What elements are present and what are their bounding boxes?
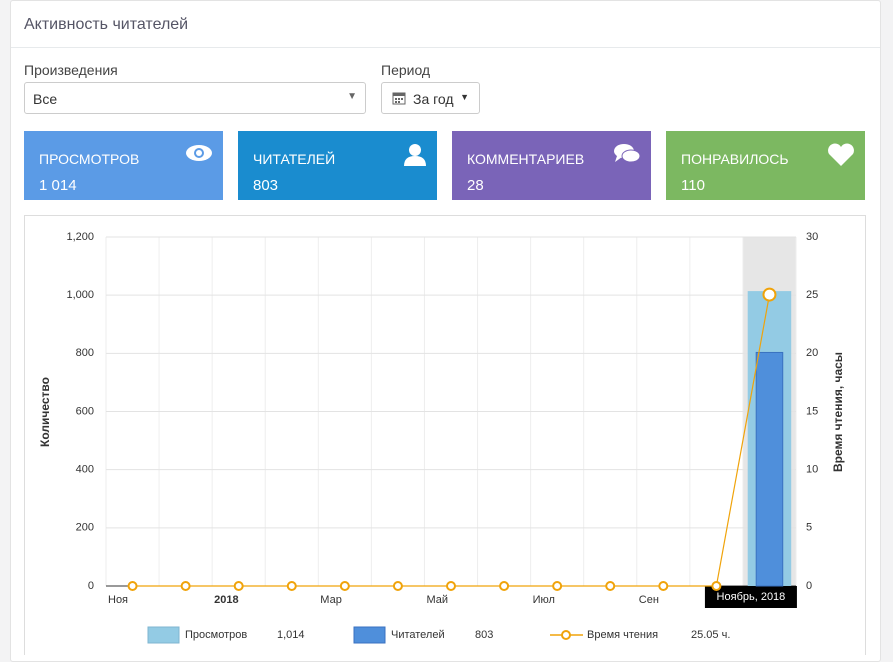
legend-swatch <box>147 626 180 644</box>
y-axis-label: Количество <box>38 377 52 447</box>
stat-card: ЧИТАТЕЛЕЙ 803 <box>238 131 437 200</box>
legend-label: Просмотров <box>185 629 247 641</box>
y2-tick-label: 20 <box>806 347 818 359</box>
chart-frame <box>24 215 866 655</box>
legend-value: 25.05 ч. <box>691 629 730 641</box>
stat-value: 803 <box>253 177 279 194</box>
panel-title: Активность читателей <box>24 16 189 33</box>
stat-value: 1 014 <box>39 177 77 194</box>
eye-icon <box>186 145 212 161</box>
y-tick-label: 600 <box>76 405 94 417</box>
legend-value: 1,014 <box>277 629 305 641</box>
legend-swatch <box>353 626 386 644</box>
y-tick-label: 1,200 <box>66 231 94 243</box>
stat-value: 28 <box>467 177 484 194</box>
line-point <box>711 581 722 591</box>
stat-value: 110 <box>681 177 705 194</box>
tooltip: Ноябрь, 2018 <box>704 586 797 608</box>
line-point <box>392 581 403 591</box>
x-tick-label: Сен <box>639 594 659 606</box>
user-icon <box>404 144 426 166</box>
legend-value: 803 <box>475 629 493 641</box>
legend-marker <box>561 630 571 640</box>
y2-tick-label: 15 <box>806 405 818 417</box>
stat-card: ПРОСМОТРОВ 1 014 <box>24 131 223 200</box>
line-point <box>446 581 456 591</box>
bar <box>755 351 784 587</box>
y2-axis-label: Время чтения, часы <box>831 352 845 472</box>
y2-tick-label: 10 <box>806 464 818 476</box>
y2-tick-label: 5 <box>806 522 812 534</box>
comments-icon <box>614 144 641 163</box>
line-point <box>339 581 350 591</box>
panel-header: Активность читателей <box>11 1 880 48</box>
y-tick-label: 0 <box>88 580 94 592</box>
line-point <box>605 581 616 591</box>
y2-tick-label: 30 <box>806 231 818 243</box>
stat-card: ПОНРАВИЛОСЬ 110 <box>666 131 865 200</box>
y-tick-label: 1,000 <box>66 289 94 301</box>
y-tick-label: 400 <box>76 464 94 476</box>
y2-tick-label: 25 <box>806 289 818 301</box>
line-point <box>180 581 191 591</box>
y2-tick-label: 0 <box>806 580 812 592</box>
period-value: За год <box>413 91 454 107</box>
x-tick-label: Май <box>426 594 448 606</box>
tooltip-box <box>704 586 797 608</box>
line-point <box>552 581 563 591</box>
line-point <box>286 581 297 591</box>
heart-icon <box>828 143 854 166</box>
chart: Количество Время чтения, часы 0200400600… <box>24 215 866 655</box>
legend-label: Время чтения <box>587 629 658 641</box>
stat-card: КОММЕНТАРИЕВ 28 <box>452 131 651 200</box>
filter-label: Период <box>381 62 431 78</box>
x-tick-label: Мар <box>320 594 342 606</box>
stat-label: ЧИТАТЕЛЕЙ <box>253 151 336 167</box>
x-tick-label: Июл <box>533 594 555 606</box>
caret: ▼ <box>460 92 469 102</box>
stat-label: ПОНРАВИЛОСЬ <box>681 151 789 167</box>
x-tick-label: 2018 <box>214 594 238 606</box>
x-tick-label: Ноя <box>108 594 128 606</box>
period-button[interactable]: За год ▼ <box>381 82 480 114</box>
works-select[interactable]: Все ▼ <box>24 82 366 114</box>
line-point <box>127 581 138 591</box>
line-point <box>762 287 777 302</box>
line-point <box>499 581 510 591</box>
y-tick-label: 200 <box>76 522 94 534</box>
calendar-icon <box>392 92 406 105</box>
select-value: Все <box>33 91 58 107</box>
stat-label: КОММЕНТАРИЕВ <box>467 151 585 167</box>
select-arrow: ▼ <box>347 91 357 102</box>
line-point <box>233 581 244 591</box>
legend-label: Читателей <box>391 629 445 641</box>
line-point <box>658 581 669 591</box>
tooltip-text: Ноябрь, 2018 <box>717 591 786 603</box>
stat-label: ПРОСМОТРОВ <box>39 151 140 167</box>
filter-label: Произведения <box>24 62 118 78</box>
y-tick-label: 800 <box>76 347 94 359</box>
